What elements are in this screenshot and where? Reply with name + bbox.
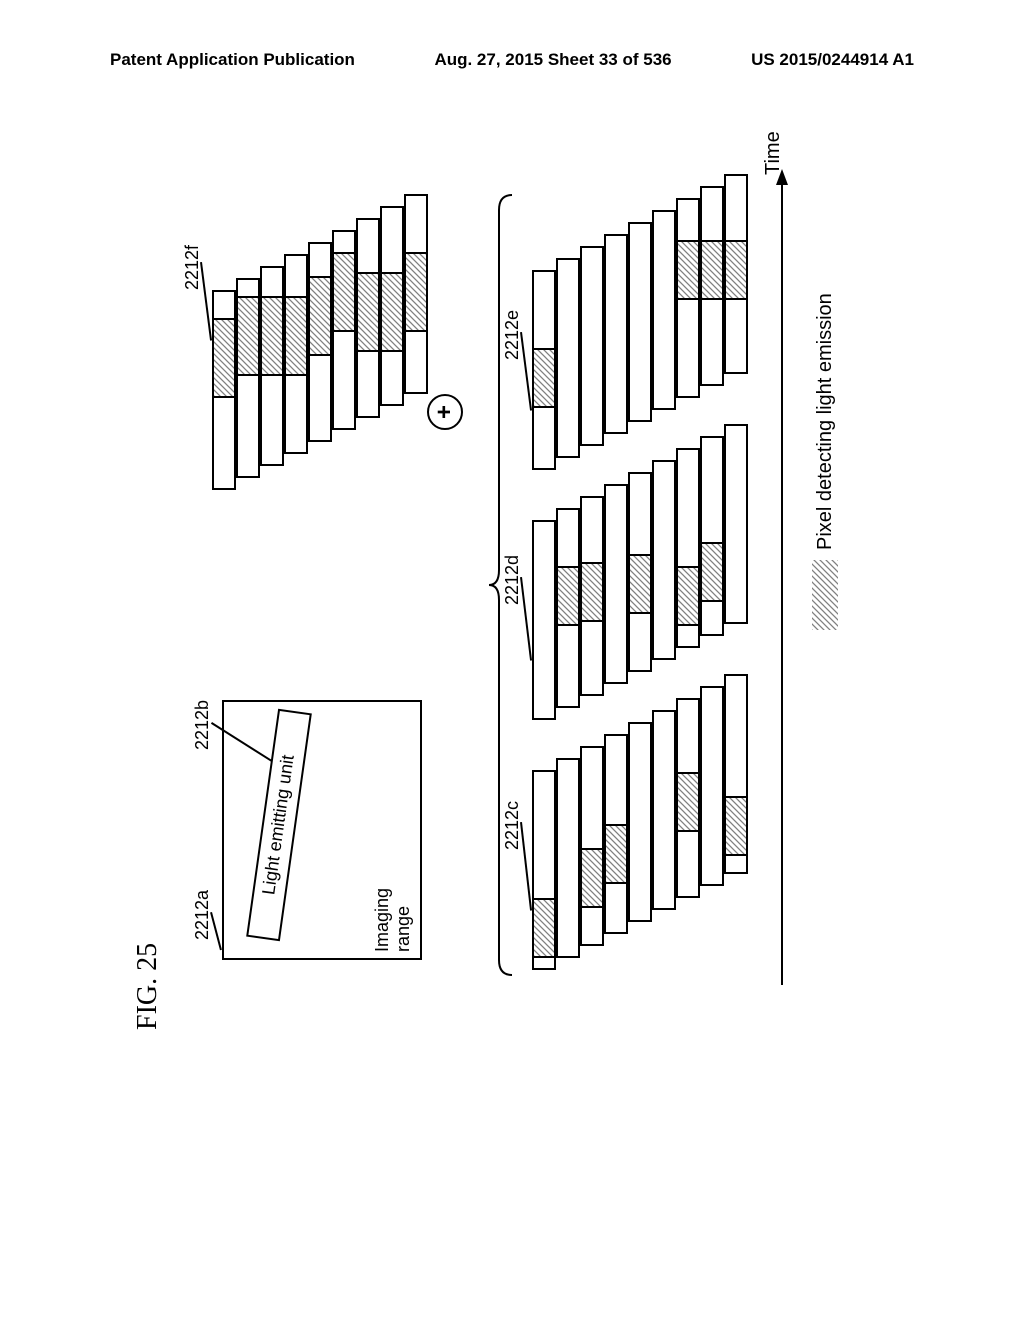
- hatch-region: [726, 796, 746, 856]
- chart-row: [652, 460, 676, 660]
- hatch-region: [534, 348, 554, 408]
- chart-row: [236, 278, 260, 478]
- hatch-region: [678, 772, 698, 832]
- hatch-region: [406, 252, 426, 332]
- hatch-region: [262, 296, 282, 376]
- chart-row: [260, 266, 284, 466]
- hatch-region: [606, 824, 626, 884]
- chart-row: [556, 258, 580, 458]
- page-header: Patent Application Publication Aug. 27, …: [0, 50, 1024, 70]
- plus-icon: +: [427, 394, 463, 430]
- chart-row: [604, 734, 628, 934]
- chart-row: [724, 424, 748, 624]
- chart-row: [556, 508, 580, 708]
- chart-row: [604, 484, 628, 684]
- hatch-region: [558, 566, 578, 626]
- hatch-region: [382, 272, 402, 352]
- chart-row: [628, 472, 652, 672]
- chart-row: [628, 722, 652, 922]
- hatch-region: [678, 566, 698, 626]
- chart-row: [676, 198, 700, 398]
- hatch-region: [726, 240, 746, 300]
- chart-row: [700, 686, 724, 886]
- time-axis-arrow: [772, 165, 797, 985]
- hatch-region: [286, 296, 306, 376]
- chart-row: [580, 496, 604, 696]
- legend: Pixel detecting light emission: [812, 293, 838, 630]
- chart-row: [652, 210, 676, 410]
- chart-row: [580, 746, 604, 946]
- chart-row: [532, 520, 556, 720]
- imaging-range-label: Imaging range: [372, 888, 414, 952]
- chart-row: [532, 270, 556, 470]
- hatch-region: [358, 272, 378, 352]
- legend-swatch: [812, 560, 838, 630]
- chart-row: [404, 194, 428, 394]
- hatch-region: [334, 252, 354, 332]
- chart-row: [676, 448, 700, 648]
- chart-row: [700, 436, 724, 636]
- hatch-region: [214, 318, 234, 398]
- hatch-region: [238, 296, 258, 376]
- hatch-region: [702, 240, 722, 300]
- header-right: US 2015/0244914 A1: [751, 50, 914, 70]
- chart-row: [332, 230, 356, 430]
- chart-row: [628, 222, 652, 422]
- hatch-region: [582, 562, 602, 622]
- chart-row: [308, 242, 332, 442]
- header-left: Patent Application Publication: [110, 50, 355, 70]
- chart-row: [604, 234, 628, 434]
- ref-2212a: 2212a: [192, 890, 213, 940]
- ref-2212f: 2212f: [182, 245, 203, 290]
- ref-2212b: 2212b: [192, 700, 213, 750]
- chart-row: [380, 206, 404, 406]
- chart-row: [532, 770, 556, 970]
- header-center: Aug. 27, 2015 Sheet 33 of 536: [434, 50, 671, 70]
- hatch-region: [702, 542, 722, 602]
- hatch-region: [582, 848, 602, 908]
- curly-brace: [487, 190, 522, 980]
- figure-25: FIG. 25 Imaging range Light emitting uni…: [132, 70, 892, 1050]
- hatch-region: [310, 276, 330, 356]
- chart-row: [356, 218, 380, 418]
- chart-row: [700, 186, 724, 386]
- chart-row: [556, 758, 580, 958]
- chart-row: [284, 254, 308, 454]
- chart-row: [724, 174, 748, 374]
- chart-row: [580, 246, 604, 446]
- hatch-region: [630, 554, 650, 614]
- chart-row: [724, 674, 748, 874]
- hatch-region: [678, 240, 698, 300]
- chart-row: [212, 290, 236, 490]
- chart-row: [652, 710, 676, 910]
- figure-label: FIG. 25: [132, 943, 164, 1030]
- chart-row: [676, 698, 700, 898]
- hatch-region: [534, 898, 554, 958]
- legend-label: Pixel detecting light emission: [814, 293, 837, 550]
- time-label: Time: [762, 131, 785, 175]
